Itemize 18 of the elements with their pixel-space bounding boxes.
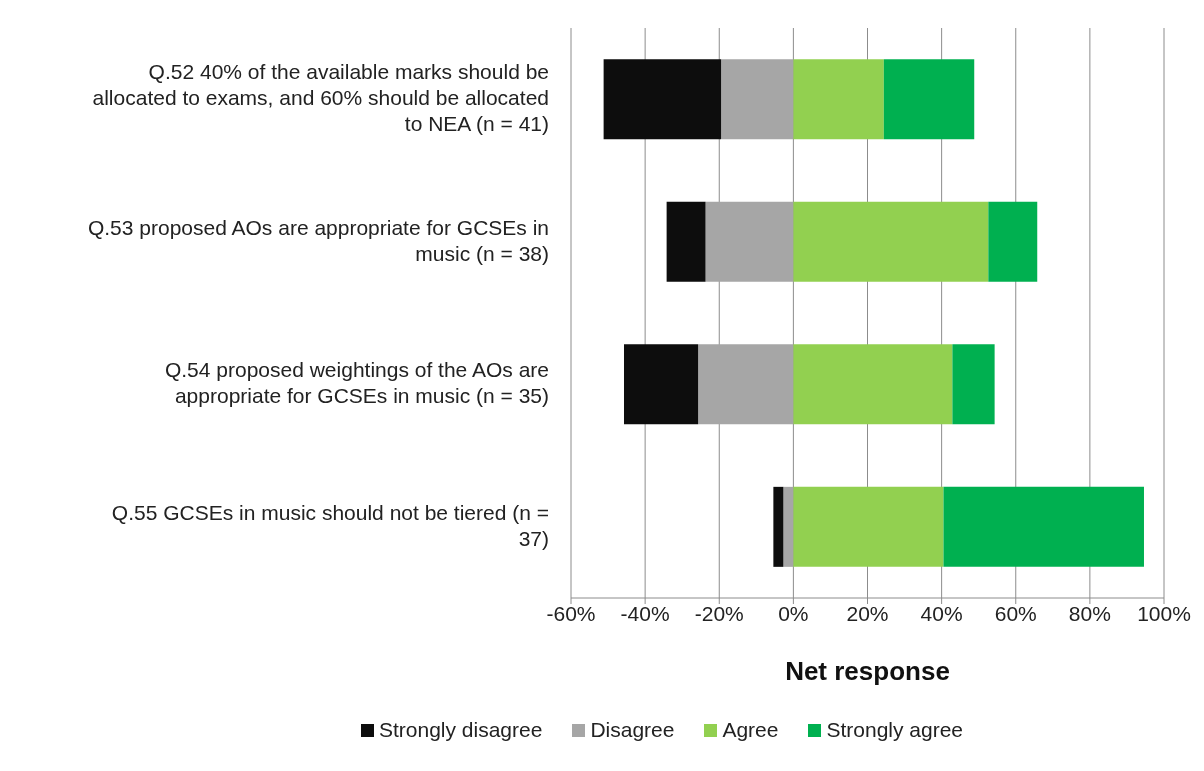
legend-label: Agree: [721, 718, 779, 742]
y-tick-label: Q.52 40% of the available marks should be allocated to exams, and 60% should be allocated to NEA (n = 41): [92, 59, 549, 135]
x-tick-label: 60%: [994, 601, 1037, 625]
x-tick-label: 20%: [846, 601, 889, 625]
x-tick-label: 0%: [778, 601, 809, 625]
y-tick-label: Q.54 proposed weightings of the AOs are appropriate for GCSEs in music (n = 35): [164, 357, 549, 407]
x-tick-label: -20%: [694, 601, 744, 625]
y-tick-label: Q.55 GCSEs in music should not be tiered (n = 37): [111, 500, 549, 550]
y-tick-label: Q.53 proposed AOs are appropriate for GCSEs in music (n = 38): [87, 215, 549, 265]
x-tick-label: 100%: [1137, 601, 1191, 625]
legend-label: Strongly agree: [825, 718, 964, 742]
x-tick-label: 40%: [920, 601, 963, 625]
legend-label: Strongly disagree: [377, 718, 543, 742]
x-axis-title: Net response: [785, 656, 950, 686]
x-tick-label: 80%: [1068, 601, 1111, 625]
legend-label: Disagree: [589, 718, 675, 742]
x-tick-label: -60%: [546, 601, 596, 625]
x-tick-label: -40%: [620, 601, 670, 625]
